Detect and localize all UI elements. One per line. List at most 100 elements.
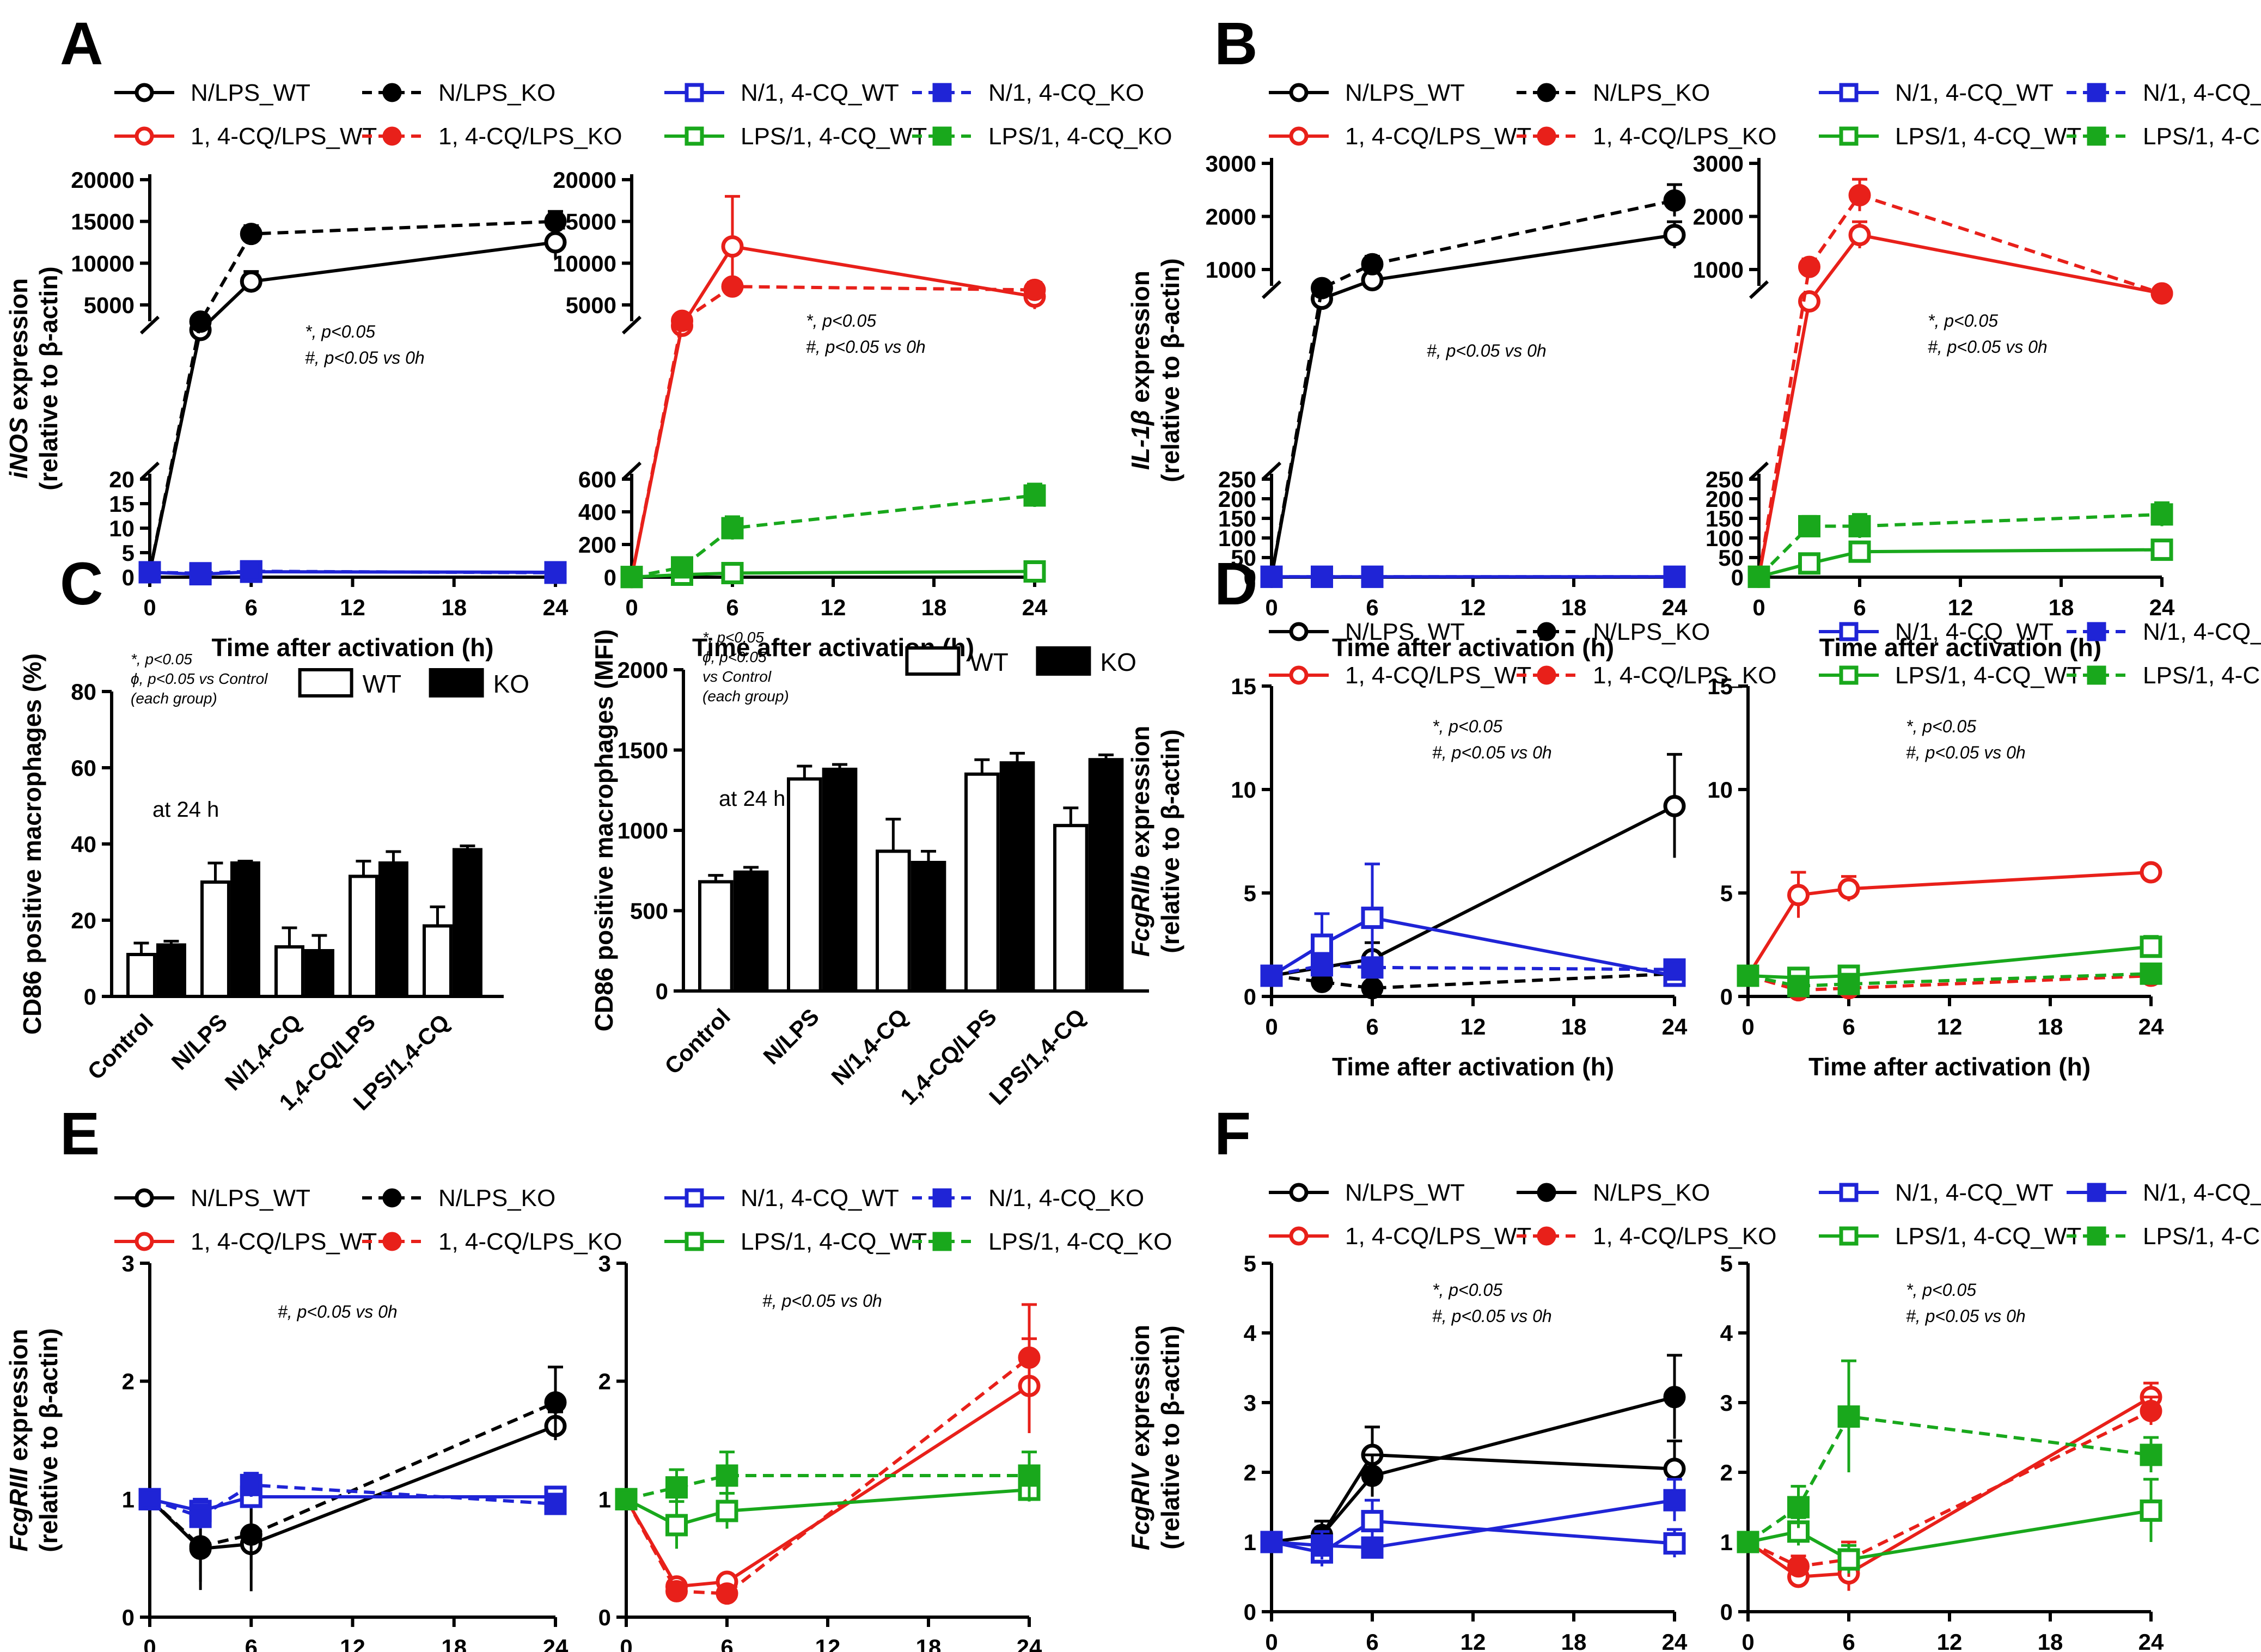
legend-label: 1, 4-CQ/LPS_WT xyxy=(1345,662,1531,689)
bar xyxy=(304,949,334,998)
data-point xyxy=(1361,1510,1384,1533)
data-point xyxy=(1848,515,1871,537)
y-tick-label: 600 xyxy=(578,467,616,492)
y-tick-label: 1 xyxy=(122,1486,135,1512)
data-point xyxy=(1837,1548,1860,1571)
bar xyxy=(126,953,156,998)
data-point xyxy=(1361,1464,1384,1487)
y-tick-label: 1 xyxy=(1720,1529,1733,1555)
y-tick-label: 1000 xyxy=(1693,257,1744,283)
significance-note: *, p<0.05 xyxy=(1906,717,1976,736)
legend-label: 1, 4-CQ/LPS_KO xyxy=(1593,1223,1776,1250)
significance-note: #, p<0.05 vs 0h xyxy=(1427,341,1547,360)
x-tick-label: 12 xyxy=(821,595,846,620)
bar xyxy=(999,761,1035,993)
series-line xyxy=(1270,199,1675,577)
significance-note: (each group) xyxy=(131,690,217,707)
x-tick-label: 6 xyxy=(1366,1629,1378,1652)
y-tick-label: 5 xyxy=(1244,880,1256,906)
bar xyxy=(274,945,304,998)
legend-label: LPS/1, 4-CQ_KO xyxy=(2143,1223,2261,1250)
axis-break-mark xyxy=(1749,280,1769,299)
series-line xyxy=(1747,972,2152,988)
data-point xyxy=(2150,282,2173,305)
axis-break-mark xyxy=(139,315,160,335)
data-point xyxy=(2087,1226,2106,1246)
panel-letter-e: E xyxy=(60,1100,100,1167)
y-tick-label: 5 xyxy=(1720,880,1733,906)
data-point xyxy=(135,126,154,146)
y-tick-label: 20 xyxy=(71,908,96,933)
data-point xyxy=(1663,224,1686,247)
x-tick-label: 24 xyxy=(2138,1014,2164,1039)
data-point xyxy=(1848,540,1871,563)
data-point xyxy=(544,561,567,584)
x-tick-label: 0 xyxy=(143,595,156,620)
chart-panel: 012306121824Time after activation (h)#, … xyxy=(598,1251,1042,1652)
data-point xyxy=(2140,1499,2162,1522)
axis-break-mark xyxy=(1261,280,1282,299)
x-axis-title: Time after activation (h) xyxy=(211,633,493,662)
data-point xyxy=(1787,884,1810,907)
significance-note: *, p<0.05 xyxy=(1906,1280,1976,1300)
data-point xyxy=(189,310,212,333)
data-point xyxy=(2150,503,2173,526)
y-tick-label: 50 xyxy=(1231,545,1256,571)
data-point xyxy=(1018,1464,1041,1487)
y-axis-gene: FcgRIII xyxy=(4,1467,33,1552)
y-axis-title: CD86 positive macrophages (%) xyxy=(18,653,46,1035)
series-line xyxy=(1271,1498,1675,1550)
data-point xyxy=(1663,1386,1686,1409)
data-point xyxy=(1289,1183,1309,1202)
y-tick-label: 0 xyxy=(1720,1599,1733,1625)
y-tick-label: 1000 xyxy=(618,818,668,843)
annotation: at 24 h xyxy=(719,787,785,811)
legend-label: N/1, 4-CQ_KO xyxy=(2143,1179,2261,1206)
data-point xyxy=(1260,1531,1283,1553)
y-tick-label: 3000 xyxy=(1693,151,1744,176)
series-line xyxy=(1746,871,2152,977)
data-point xyxy=(1663,958,1686,981)
legend: N/LPS_WT N/LPS_KO N/1, 4-CQ_WT N/1, 4-CQ_KO… xyxy=(1269,619,2261,689)
x-tick-label: 18 xyxy=(2038,1014,2063,1039)
legend-label: N/LPS_WT xyxy=(191,1185,310,1212)
data-point xyxy=(1839,1226,1859,1246)
data-point xyxy=(1289,126,1309,146)
series-line xyxy=(149,570,556,575)
y-tick-label: 3 xyxy=(122,1251,135,1276)
legend-label: 1, 4-CQ/LPS_WT xyxy=(1345,1223,1531,1250)
bar xyxy=(423,924,453,998)
legend-label: N/1, 4-CQ_KO xyxy=(2143,79,2261,106)
significance-note: #, p<0.05 vs 0h xyxy=(278,1302,398,1321)
legend-label: LPS/1, 4-CQ_WT xyxy=(1895,1223,2081,1250)
legend: N/LPS_WT N/LPS_KO N/1, 4-CQ_WT N/1, 4-CQ_KO… xyxy=(1269,1179,2261,1250)
data-point xyxy=(1839,1183,1859,1202)
data-point xyxy=(2087,622,2106,641)
data-point xyxy=(1289,83,1309,102)
y-axis-title: CD86 positive macrophages (MFI) xyxy=(590,629,618,1032)
data-point xyxy=(240,1523,262,1546)
data-point xyxy=(1798,255,1820,278)
x-axis-title: Time after activation (h) xyxy=(1332,1053,1614,1081)
significance-note: *, p<0.05 xyxy=(1432,717,1502,736)
y-tick-label: 5 xyxy=(122,540,135,566)
legend-label: 1, 4-CQ/LPS_KO xyxy=(1593,662,1776,689)
y-tick-label: 4 xyxy=(1720,1320,1733,1346)
legend-label: N/LPS_KO xyxy=(1593,1179,1710,1206)
axis-break-mark xyxy=(139,461,160,481)
bar xyxy=(733,870,769,993)
legend-label: N/1, 4-CQ_WT xyxy=(741,79,899,106)
series-line xyxy=(1757,193,2162,577)
data-point xyxy=(1663,1458,1686,1480)
chart-panel: 01234506121824Time after activation (h)F… xyxy=(1126,1251,1688,1652)
y-axis-title-2: (relative to β-actin) xyxy=(1156,729,1184,953)
y-tick-label: 250 xyxy=(1706,467,1744,492)
data-point xyxy=(721,517,744,540)
annotation: at 24 h xyxy=(152,798,219,822)
data-point xyxy=(1848,184,1871,206)
significance-note: #, p<0.05 vs 0h xyxy=(762,1291,882,1311)
y-tick-label: 5 xyxy=(1244,1251,1256,1276)
data-point xyxy=(382,83,402,102)
